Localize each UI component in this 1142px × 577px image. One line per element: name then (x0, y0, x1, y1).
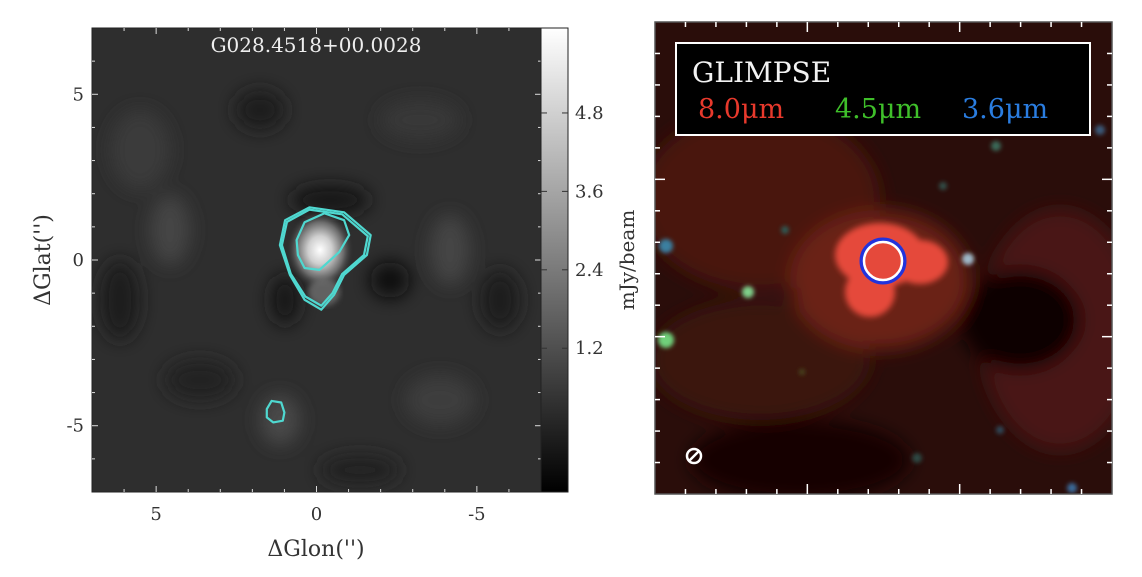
contour-inner (295, 212, 351, 271)
colorbar-tick-label: 2.4 (575, 260, 604, 281)
left-panel: G028.4518+00.0028 5 0 -5 5 0 -5 ΔGlon(''… (31, 27, 639, 562)
legend-band-8um: 8.0μm (698, 94, 784, 125)
intensity-map (92, 28, 541, 492)
source-peak (286, 210, 354, 290)
image-ticks (655, 22, 1112, 494)
y-tick-label: -5 (66, 416, 84, 437)
noise-field (100, 90, 520, 485)
colorbar-label: mJy/beam (615, 210, 639, 311)
right-panel: GLIMPSE 8.0μm 4.5μm 3.6μm (654, 21, 1113, 495)
legend-band-4.5um: 4.5μm (835, 94, 921, 125)
legend-title: GLIMPSE (692, 56, 831, 89)
colorbar-tick-label: 4.8 (575, 103, 604, 124)
contour-secondary (265, 399, 286, 424)
chart-title: G028.4518+00.0028 (211, 33, 422, 57)
colorbar-tick-label: 1.2 (575, 338, 604, 359)
axis-ticks (92, 28, 541, 492)
x-tick-label: -5 (468, 504, 486, 525)
colorbar (540, 27, 569, 493)
x-tick-label: 0 (311, 504, 322, 525)
y-axis-label: ΔGlat('') (31, 214, 56, 306)
y-tick-label: 5 (73, 84, 84, 105)
source-marker (859, 237, 907, 285)
image-frame (654, 21, 1113, 495)
colorbar-tick-label: 3.6 (575, 181, 604, 202)
colorbar-ticks (541, 112, 568, 349)
contour-outer (278, 206, 372, 311)
beam-icon (685, 447, 703, 465)
y-tick-label: 0 (73, 250, 84, 271)
legend-band-3.6um: 3.6μm (962, 94, 1048, 125)
contour-outer-2 (280, 208, 369, 307)
legend-box: GLIMPSE 8.0μm 4.5μm 3.6μm (675, 42, 1091, 136)
x-axis-label: ΔGlon('') (267, 537, 364, 562)
x-tick-label: 5 (150, 504, 161, 525)
contours (265, 206, 372, 424)
